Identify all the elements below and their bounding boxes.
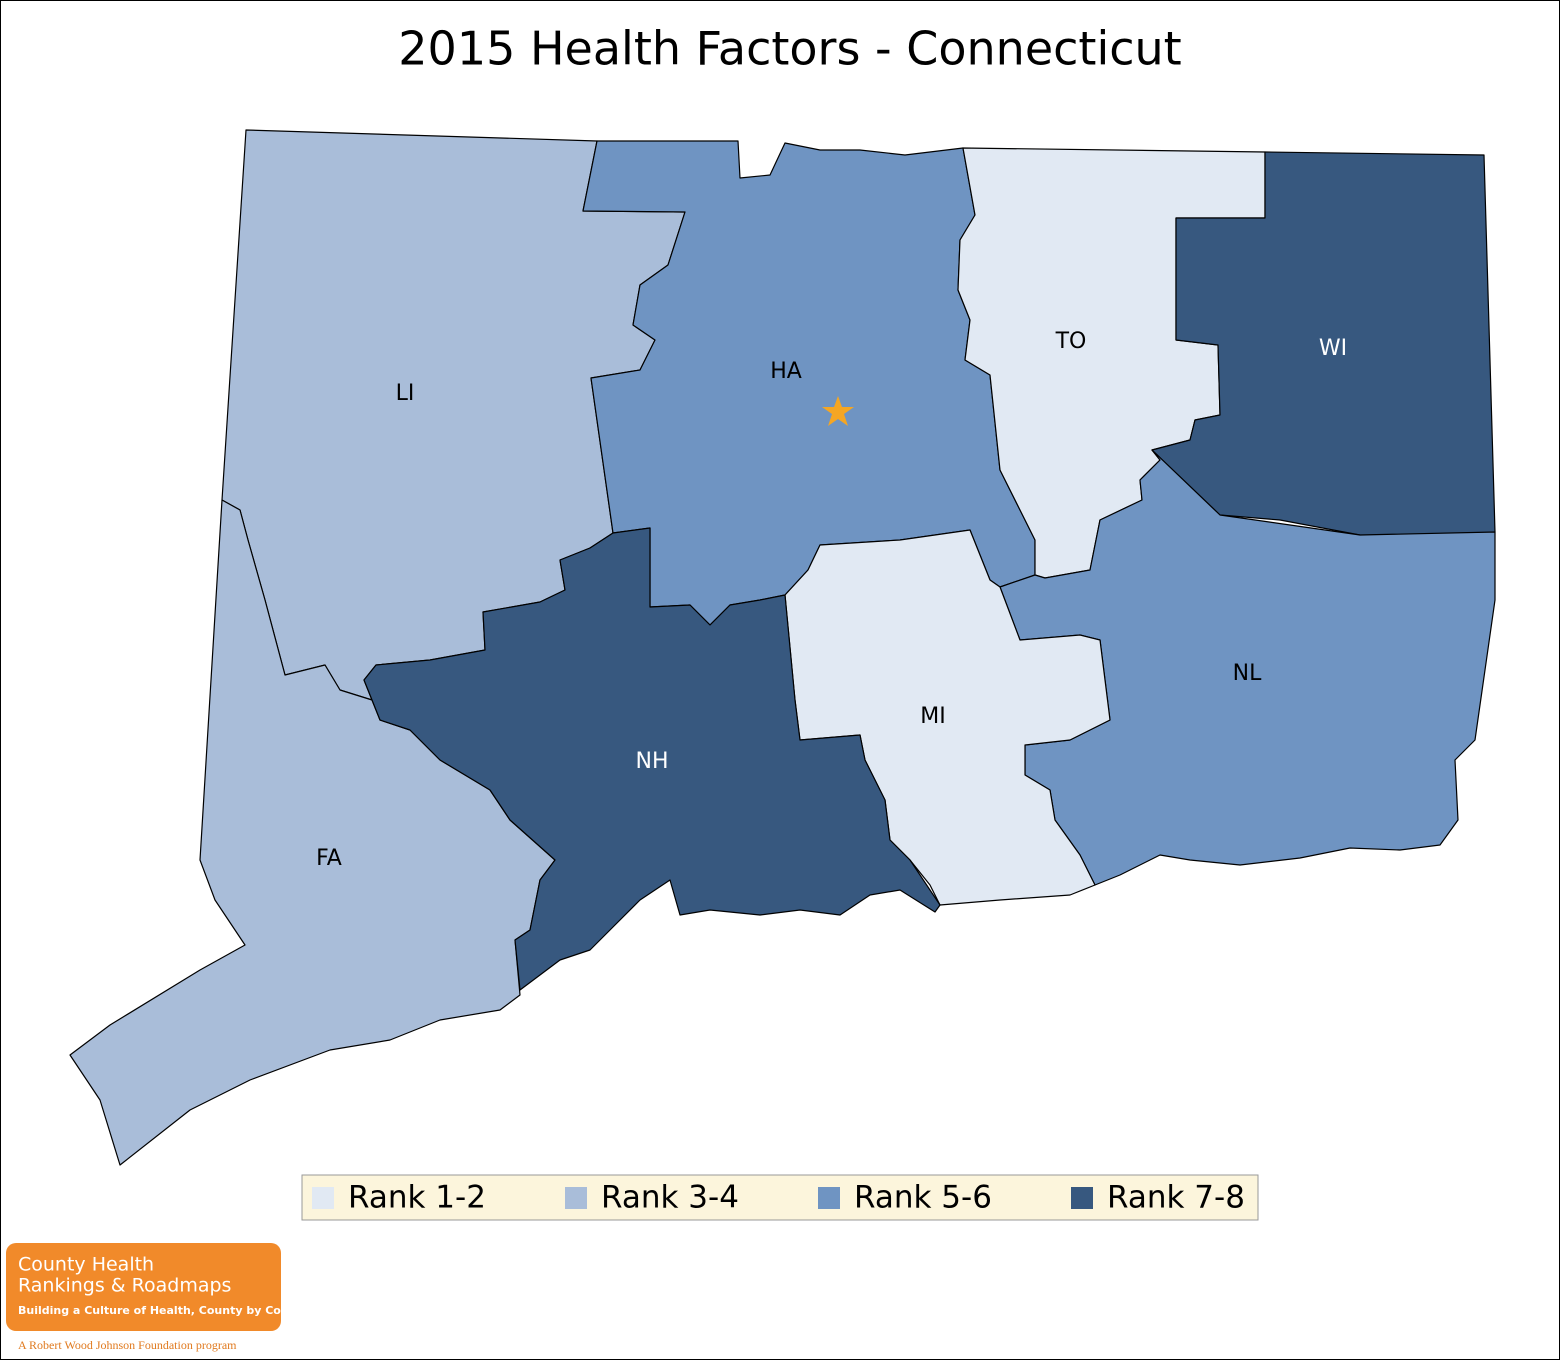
legend-swatch xyxy=(818,1187,840,1209)
legend-label: Rank 3-4 xyxy=(601,1180,739,1216)
legend-swatch xyxy=(312,1187,334,1209)
county-label: LI xyxy=(396,381,415,406)
county-label: TO xyxy=(1055,329,1087,354)
county-label: NH xyxy=(636,749,669,774)
county-label: MI xyxy=(920,704,945,729)
map-title: 2015 Health Factors - Connecticut xyxy=(398,22,1181,76)
capital-star xyxy=(822,396,854,426)
county-label: FA xyxy=(316,846,342,871)
logo-text: Rankings & Roadmaps xyxy=(18,1275,231,1297)
logo-text: County Health xyxy=(18,1254,154,1276)
logo-box xyxy=(6,1243,281,1331)
legend-label: Rank 1-2 xyxy=(348,1180,486,1216)
county-label: HA xyxy=(770,359,802,384)
legend-swatch xyxy=(1071,1187,1093,1209)
legend: Rank 1-2 Rank 3-4 Rank 5-6 Rank 7-8 xyxy=(312,1180,1245,1216)
county-label: NL xyxy=(1233,661,1262,686)
counties xyxy=(69,129,1496,1166)
county-shape xyxy=(363,527,941,991)
legend-box xyxy=(301,1174,1259,1221)
logo-tagline: Building a Culture of Health, County by … xyxy=(18,1304,309,1317)
legend-swatch xyxy=(565,1187,587,1209)
legend-label: Rank 5-6 xyxy=(854,1180,992,1216)
logo-program: A Robert Wood Johnson Foundation program xyxy=(18,1338,237,1352)
legend-label: Rank 7-8 xyxy=(1107,1180,1245,1216)
county-label: WI xyxy=(1319,336,1347,361)
